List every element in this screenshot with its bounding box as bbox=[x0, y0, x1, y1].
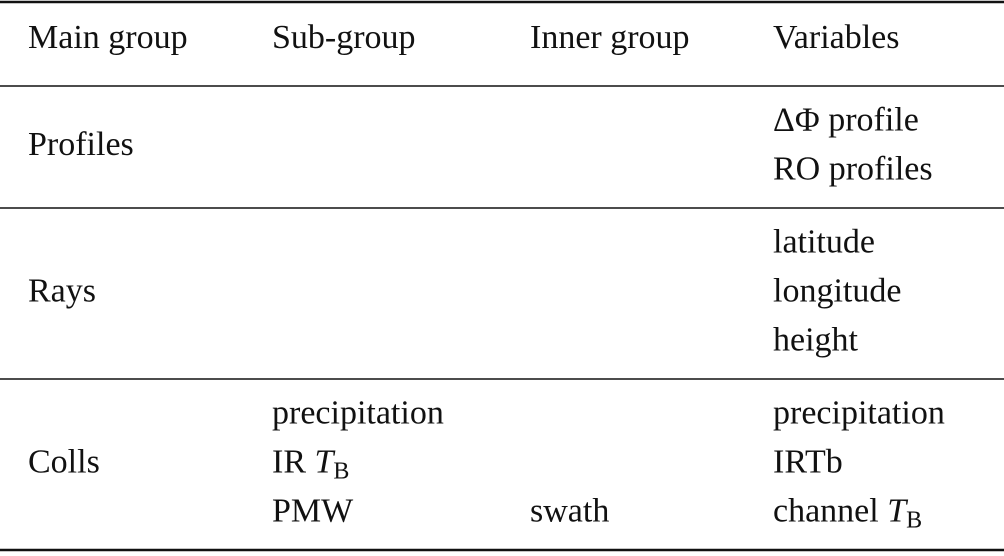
cell-text: height bbox=[773, 321, 859, 358]
cell-text: IRTb bbox=[773, 443, 843, 480]
cell-text: longitude bbox=[773, 272, 901, 309]
text-segment: B bbox=[333, 458, 349, 484]
text-segment: IR bbox=[272, 443, 315, 480]
header-cell: Inner group bbox=[530, 19, 690, 56]
text-segment: B bbox=[906, 507, 922, 533]
text-segment: channel bbox=[773, 492, 887, 529]
cell-text: IR TB bbox=[272, 443, 349, 484]
header-cell: Sub-group bbox=[272, 19, 416, 56]
text-segment: T bbox=[887, 492, 908, 529]
cell-text: Colls bbox=[28, 443, 100, 480]
cell-text: precipitation bbox=[773, 394, 945, 431]
cell-text: PMW bbox=[272, 492, 354, 529]
cell-text: latitude bbox=[773, 223, 875, 260]
cell-text: channel TB bbox=[773, 492, 922, 533]
header-cell: Main group bbox=[28, 19, 188, 56]
cell-text: precipitation bbox=[272, 394, 444, 431]
header-cell: Variables bbox=[773, 19, 900, 56]
cell-text: RO profiles bbox=[773, 150, 933, 187]
cell-text: ΔΦ profile bbox=[773, 101, 919, 138]
cell-text: swath bbox=[530, 492, 609, 529]
cell-text: Profiles bbox=[28, 126, 134, 163]
cell-text: Rays bbox=[28, 272, 96, 309]
text-segment: T bbox=[315, 443, 336, 480]
